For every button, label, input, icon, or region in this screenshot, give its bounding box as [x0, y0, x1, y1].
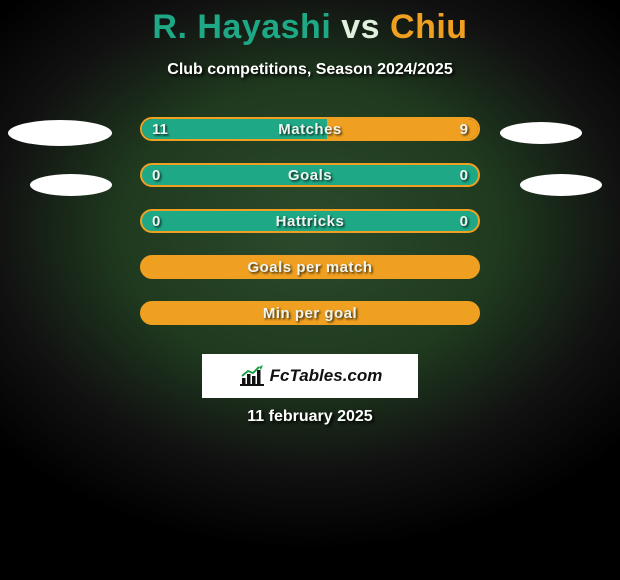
player1-ellipse-bot — [30, 174, 112, 196]
player2-ellipse-top — [500, 122, 582, 144]
stat-row: Hattricks0 0 — [140, 209, 480, 233]
player1-name: R. Hayashi — [152, 8, 331, 46]
player1-ellipse-top — [8, 120, 112, 146]
stat-row: Goals0 0 — [140, 163, 480, 187]
date-footer: 11 february 2025 — [0, 408, 620, 426]
subtitle: Club competitions, Season 2024/2025 — [0, 61, 620, 79]
stat-row: Matches11 9 — [140, 117, 480, 141]
stat-row: Goals per match — [140, 255, 480, 279]
stat-value-left: 0 — [152, 214, 160, 229]
brand-text: FcTables.com — [270, 366, 383, 386]
stat-label: Goals — [142, 168, 478, 183]
vs-text: vs — [341, 8, 380, 46]
stat-value-right: 0 — [460, 214, 468, 229]
stat-label: Hattricks — [142, 214, 478, 229]
brand-badge[interactable]: FcTables.com — [202, 354, 418, 398]
stat-bars: Matches119Goals00Hattricks00Goals per ma… — [140, 117, 480, 347]
stat-value-left: 11 — [152, 122, 168, 137]
stat-label: Goals per match — [142, 260, 478, 275]
page-title: R. Hayashi vs Chiu — [0, 0, 620, 47]
player2-ellipse-bot — [520, 174, 602, 196]
stat-value-right: 9 — [460, 122, 468, 137]
stat-value-left: 0 — [152, 168, 160, 183]
player2-name: Chiu — [390, 8, 468, 46]
stat-label: Min per goal — [142, 306, 478, 321]
stats-area: Matches119Goals00Hattricks00Goals per ma… — [0, 117, 620, 377]
stat-value-right: 0 — [460, 168, 468, 183]
stat-label: Matches — [142, 122, 478, 137]
stat-row: Min per goal — [140, 301, 480, 325]
bar-chart-icon — [238, 365, 266, 387]
comparison-card: R. Hayashi vs Chiu Club competitions, Se… — [0, 0, 620, 580]
